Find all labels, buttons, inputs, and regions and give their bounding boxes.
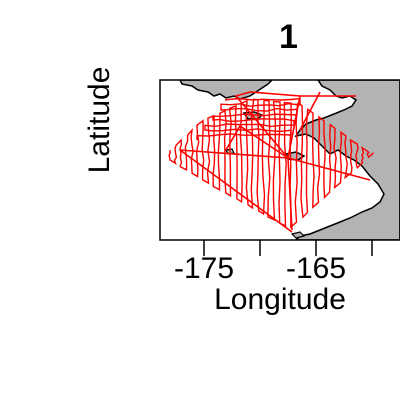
survey-track <box>196 97 301 140</box>
transit-line <box>287 95 301 159</box>
plot-frame <box>159 79 400 241</box>
x-axis-label: Longitude <box>214 283 346 316</box>
island-pribilof <box>290 231 306 239</box>
transit-line <box>299 91 321 131</box>
transit-line <box>287 157 371 181</box>
transit-line <box>225 124 289 159</box>
survey-track <box>168 98 374 229</box>
x-tick-label-165: -165 <box>285 252 347 285</box>
transit-line <box>287 157 293 231</box>
map-title: 1 <box>279 18 298 56</box>
land-alaska <box>294 80 400 240</box>
x-tick-label-175: -175 <box>173 252 235 285</box>
transit-line <box>179 149 289 159</box>
survey-tracks <box>168 97 374 229</box>
map-area <box>168 80 400 240</box>
transit-lines <box>179 91 371 233</box>
x-axis <box>203 240 373 256</box>
land-siberia <box>179 80 274 100</box>
transit-line <box>179 149 293 233</box>
